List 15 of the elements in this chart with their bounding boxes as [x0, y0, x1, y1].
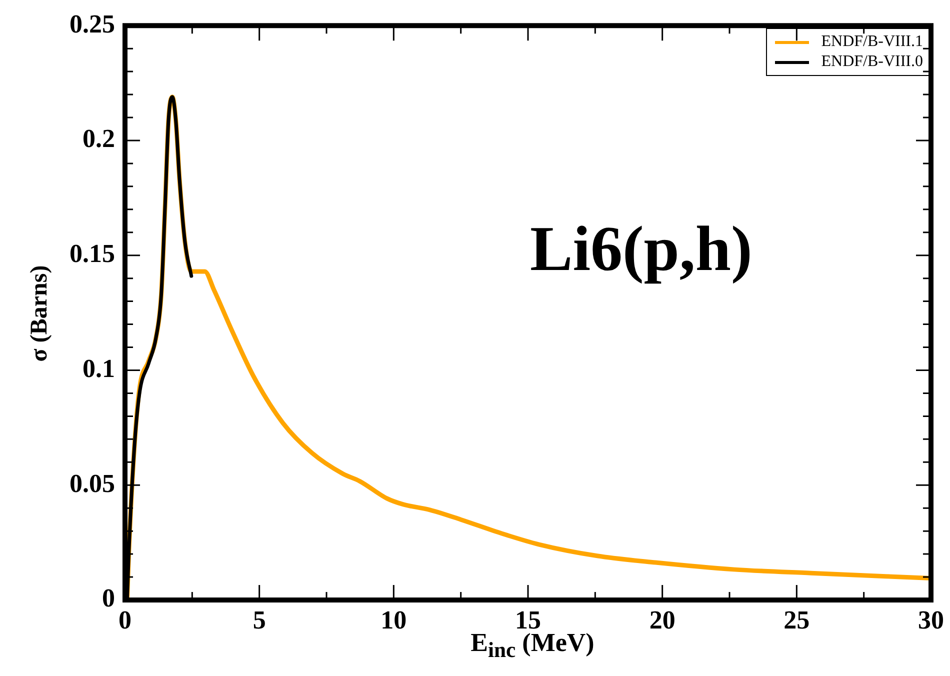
y-axis-title: σ (Barns)	[26, 264, 54, 364]
y-tick-label: 0.15	[70, 239, 115, 268]
y-tick-label: 0.1	[82, 354, 115, 383]
y-tick-label: 0.25	[70, 9, 115, 38]
y-tick-label: 0.2	[82, 124, 115, 154]
annotation: Li6(p,h)	[530, 212, 752, 286]
x-tick-label: 10	[380, 605, 407, 634]
x-tick-label: 25	[784, 605, 810, 634]
x-tick-label: 5	[252, 605, 266, 634]
legend-label: ENDF/B-VIII.1	[821, 32, 923, 52]
x-tick-label: 20	[649, 605, 676, 634]
x-tick-label: 30	[918, 605, 944, 634]
legend-label: ENDF/B-VIII.0	[821, 52, 923, 72]
y-tick-label: 0.05	[70, 468, 115, 498]
y-tick-label: 0	[102, 584, 115, 613]
